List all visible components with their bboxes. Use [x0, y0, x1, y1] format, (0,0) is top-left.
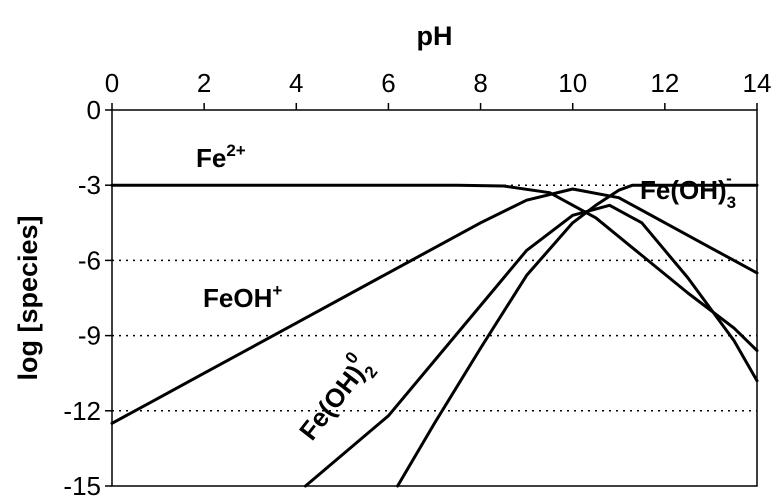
series-label-base: Fe — [196, 143, 226, 173]
series-label-3: Fe(OH)3 - — [640, 169, 736, 212]
svg-text:Fe2+: Fe2+ — [196, 141, 246, 173]
series-line-3 — [396, 183, 759, 488]
series-label-base: Fe(OH) — [640, 175, 727, 205]
x-axis-title: pH — [417, 21, 453, 51]
series-lines — [110, 183, 759, 488]
x-tick-label: 4 — [289, 68, 303, 98]
x-tick-label: 14 — [743, 68, 772, 98]
series-label-base: Fe(OH) — [293, 359, 370, 446]
series-label-1: FeOH+ — [203, 281, 282, 313]
series-label-base: FeOH — [203, 283, 272, 313]
x-tick-label: 2 — [197, 68, 211, 98]
y-axis-title: log [species] — [13, 215, 43, 380]
plot-frame — [111, 109, 758, 487]
svg-text:Fe(OH)3-: Fe(OH)3 - — [640, 169, 736, 212]
x-tick-label: 10 — [558, 68, 587, 98]
series-label-0: Fe2+ — [196, 141, 246, 173]
series-label-superscript: - — [726, 169, 732, 188]
y-tick-label: -6 — [78, 245, 101, 275]
y-tick-label: -12 — [63, 396, 101, 426]
series-line-0 — [110, 183, 759, 353]
series-line-1 — [110, 187, 759, 425]
series-line-2 — [304, 203, 759, 488]
series-label-superscript: + — [272, 281, 282, 300]
x-tick-label: 0 — [105, 68, 119, 98]
x-tick-label: 12 — [650, 68, 679, 98]
x-tick-label: 8 — [473, 68, 487, 98]
x-tick-label: 6 — [381, 68, 395, 98]
y-tick-label: -9 — [78, 321, 101, 351]
svg-text:FeOH+: FeOH+ — [203, 281, 282, 313]
y-tick-label: 0 — [87, 95, 101, 125]
series-label-superscript: 2+ — [226, 141, 245, 160]
y-tick-label: -3 — [78, 170, 101, 200]
y-tick-label: -15 — [63, 471, 101, 499]
series-label-subscript: 3 — [727, 193, 736, 212]
axis-ticks: 0 2 4 6 8 10 12 140-3-6-9-12-15 — [63, 68, 771, 499]
